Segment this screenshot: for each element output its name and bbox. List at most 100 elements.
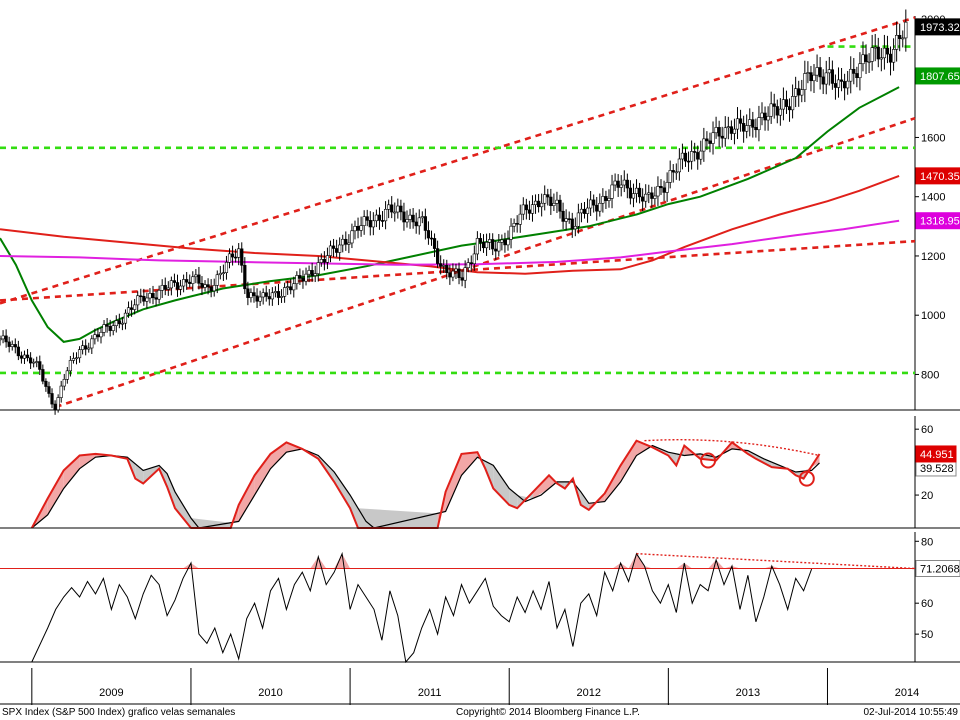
y-tick-label: 60 (921, 598, 933, 610)
candle-body (806, 72, 810, 74)
y-tick-label: 1200 (921, 251, 945, 263)
candle-body (209, 286, 213, 292)
candle-body (742, 123, 746, 132)
candle-body (19, 355, 24, 359)
candle-body (7, 341, 11, 347)
candle-body (258, 296, 262, 302)
candle-body (745, 125, 749, 132)
candle-body (16, 346, 20, 357)
candle-body (74, 357, 79, 360)
candle-body (246, 288, 250, 298)
candle-body (891, 49, 896, 63)
y-tick-label: 80 (921, 536, 933, 548)
candle-body (111, 325, 115, 331)
candle-body (53, 403, 57, 411)
candle-body (380, 220, 385, 222)
candle-body (766, 115, 770, 121)
candle-body (87, 347, 91, 350)
candle-body (735, 118, 740, 130)
candle-body (585, 207, 590, 214)
candle-body (778, 108, 782, 116)
candle-body (203, 284, 207, 288)
candle-body (267, 296, 271, 300)
candle-body (781, 99, 786, 110)
candle-body (145, 297, 149, 302)
candle-body (861, 54, 865, 65)
candle-body (696, 152, 700, 160)
divergence-line (636, 552, 916, 570)
candle-body (188, 281, 192, 284)
candle-body (769, 103, 773, 117)
stochastic-fill (493, 465, 510, 505)
candle-body (671, 170, 675, 173)
candle-body (240, 248, 244, 266)
candle-body (117, 320, 121, 325)
value-tag: 1318.95 (915, 212, 960, 230)
candle-body (497, 241, 501, 252)
x-tick-label: 2012 (577, 687, 601, 699)
candle-body (365, 216, 369, 221)
footer-right: 02-Jul-2014 10:55:49 (863, 707, 958, 718)
candle-body (350, 230, 354, 244)
candle-body (530, 204, 535, 214)
candle-body (35, 361, 39, 363)
candle-body (579, 208, 584, 214)
candle-body (821, 76, 825, 85)
candle-body (341, 238, 345, 246)
candle-body (50, 393, 54, 405)
stochastic-fill (604, 465, 621, 502)
candle-body (166, 287, 170, 290)
candle-body (613, 180, 617, 186)
candle-body (307, 270, 311, 275)
candle-body (393, 211, 397, 214)
candle-body (895, 34, 899, 50)
overbought-fill (628, 553, 637, 569)
candle-body (426, 230, 431, 239)
candle-body (527, 209, 532, 214)
candle-body (647, 192, 651, 195)
x-axis: 2009 2010 2011 2012 2013 2014 (0, 668, 960, 705)
candle-body (757, 117, 761, 131)
candle-body (169, 280, 173, 289)
stochastic-fill (620, 440, 637, 482)
candle-body (197, 274, 201, 284)
footer-center: Copyright© 2014 Bloomberg Finance L.P. (456, 707, 640, 718)
candle-body (90, 338, 94, 349)
candle-body (867, 61, 871, 63)
candle-body (172, 280, 177, 283)
candle-body (714, 127, 718, 134)
candle-body (699, 150, 703, 160)
candle-body (261, 292, 265, 298)
candle-body (540, 202, 544, 208)
candle-body (454, 268, 458, 272)
candle-body (481, 242, 486, 249)
candle-body (77, 349, 82, 359)
candle-body (843, 81, 847, 89)
candle-body (668, 170, 672, 183)
candle-body (797, 88, 801, 96)
candle-body (123, 312, 128, 324)
candle-body (665, 182, 669, 193)
candle-body (417, 217, 421, 227)
y-tick-label: 50 (921, 629, 933, 641)
candle-body (748, 119, 752, 126)
candle-body (178, 285, 183, 290)
candle-body (191, 276, 195, 284)
candle-body (325, 255, 330, 263)
candle-body (304, 273, 308, 282)
stochastic-fill (254, 453, 271, 496)
candle-body (552, 203, 556, 206)
rsi-panel: 5060708071.2068 (0, 532, 960, 664)
candle-body (564, 218, 568, 222)
candle-body (25, 354, 30, 359)
value-tag-label: 44.951 (920, 449, 954, 461)
candle-body (555, 199, 559, 204)
candle-body (705, 138, 709, 142)
candle-body (383, 208, 388, 222)
candle-body (794, 88, 798, 97)
candle-body (445, 265, 449, 274)
y-tick-label: 800 (921, 369, 939, 381)
candle-body (680, 152, 685, 160)
candle-body (298, 275, 302, 279)
candle-body (212, 285, 216, 292)
